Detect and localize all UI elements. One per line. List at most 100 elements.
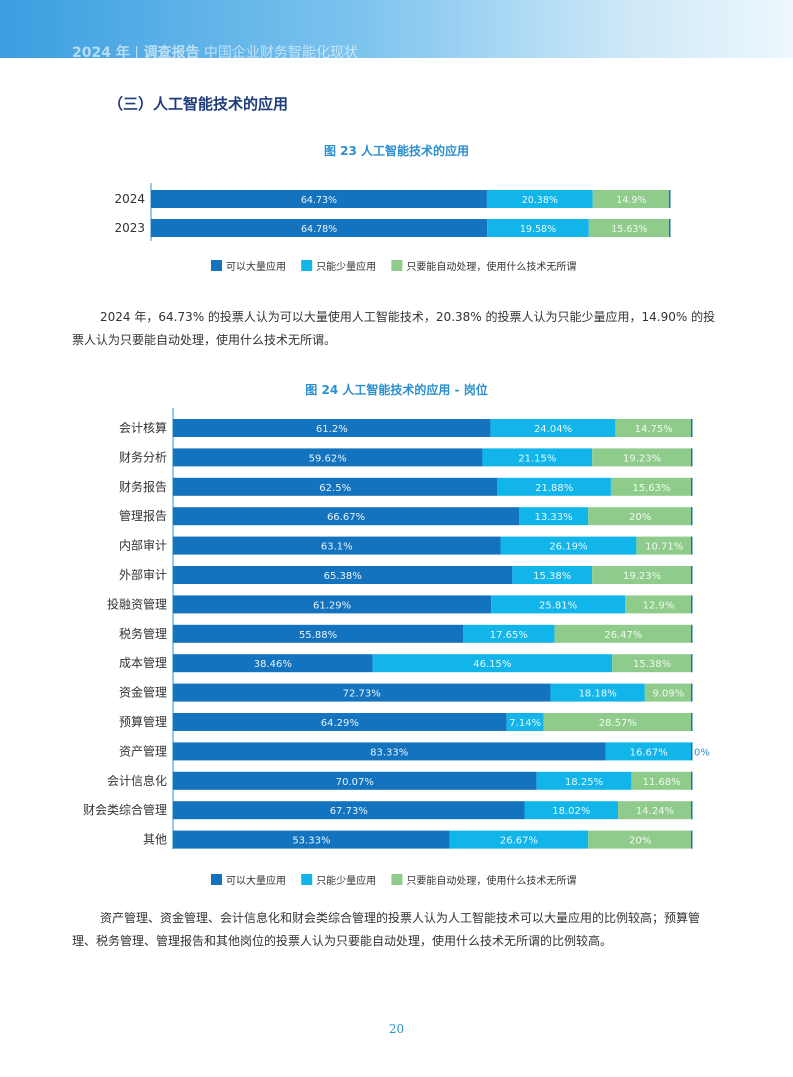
data-label: 16.67%	[630, 747, 668, 758]
bar-segment	[173, 713, 507, 731]
paragraph-2: 资产管理、资金管理、会计信息化和财会类综合管理的投票人认为人工智能技术可以大量应…	[72, 911, 701, 948]
category-label: 财务报告	[119, 479, 167, 494]
data-label: 55.88%	[299, 630, 337, 641]
header-subtitle: 中国企业财务智能化现状	[203, 45, 358, 61]
data-label: 20.38%	[522, 195, 558, 206]
bar-segment	[173, 566, 513, 584]
header-text: 2024 年 | 调查报告 中国企业财务智能化现状	[72, 45, 358, 61]
bar-segment	[173, 742, 606, 761]
data-label: 7.14%	[509, 718, 541, 729]
bar-segment	[524, 801, 619, 820]
bar-segment	[615, 419, 692, 437]
data-label: 25.81%	[539, 600, 577, 611]
data-label: 61.29%	[313, 600, 351, 611]
bar-segment	[173, 683, 551, 702]
bar-end-marker	[691, 595, 693, 614]
page-header: 2024 年 | 调查报告 中国企业财务智能化现状	[0, 0, 793, 61]
bar-segment	[173, 801, 525, 820]
bar-segment	[592, 448, 692, 467]
bar-segment	[491, 595, 626, 614]
header-year: 2024 年	[72, 45, 130, 61]
data-label: 72.73%	[343, 689, 381, 700]
data-label: 64.29%	[321, 718, 359, 729]
legend-label: 只能少量应用	[316, 874, 376, 887]
bar-segment	[543, 713, 692, 731]
legend-label: 只要能自动处理，使用什么技术无所谓	[406, 260, 576, 273]
data-label: 62.5%	[319, 483, 351, 494]
bar-segment	[372, 654, 613, 673]
section-title: （三）人工智能技术的应用	[108, 95, 289, 113]
bar-segment	[588, 830, 692, 849]
data-label: 19.23%	[623, 571, 661, 582]
category-label: 管理报告	[119, 508, 167, 523]
data-label: 63.1%	[321, 542, 353, 553]
bar-segment	[449, 830, 589, 849]
data-label: 20%	[629, 512, 651, 523]
bar-end-marker	[691, 801, 693, 820]
bar-end-marker	[691, 477, 693, 496]
bar-segment	[512, 566, 593, 584]
bar-segment	[588, 507, 692, 526]
bar-segment	[644, 683, 692, 702]
category-label: 投融资管理	[107, 596, 167, 611]
bar-segment	[151, 190, 487, 208]
bar-segment	[490, 419, 616, 437]
data-label: 15.38%	[533, 571, 571, 582]
data-label: 38.46%	[254, 659, 292, 670]
data-label: 13.33%	[535, 512, 573, 523]
legend-label: 可以大量应用	[226, 874, 286, 887]
bar-segment	[592, 190, 671, 208]
data-label: 21.15%	[518, 453, 556, 464]
bar-end-marker	[691, 654, 693, 673]
bar-end-marker	[691, 566, 693, 584]
bar-end-marker	[691, 624, 693, 643]
category-label: 资金管理	[119, 685, 167, 700]
legend-swatch	[211, 260, 222, 271]
legend-label: 只能少量应用	[316, 260, 376, 273]
bar-segment	[482, 448, 593, 467]
bar-end-marker	[691, 771, 693, 790]
category-label: 外部审计	[119, 567, 167, 582]
bar-segment	[536, 771, 632, 790]
bar-segment	[173, 830, 450, 849]
legend-swatch	[391, 260, 403, 271]
legend-label: 只要能自动处理，使用什么技术无所谓	[406, 874, 576, 887]
data-label: 9.09%	[653, 689, 685, 700]
page-number: 20	[388, 1022, 405, 1036]
bar-end-marker	[691, 683, 693, 702]
data-label: 11.68%	[643, 777, 681, 788]
paragraph-1: 2024 年，64.73% 的投票人认为可以大量使用人工智能技术，20.38% …	[72, 310, 716, 347]
data-label: 64.73%	[301, 195, 337, 206]
bar-segment	[610, 477, 693, 496]
bar-segment	[173, 771, 537, 790]
category-label: 财会类综合管理	[83, 802, 167, 817]
category-label: 财务分析	[119, 449, 167, 464]
data-label: 0%	[694, 747, 710, 758]
category-label: 会计核算	[119, 420, 167, 435]
data-label: 64.78%	[301, 224, 337, 235]
data-label: 65.38%	[324, 571, 362, 582]
bar-segment	[173, 477, 498, 496]
bar-end-marker	[691, 742, 693, 761]
header-report: 调查报告	[143, 45, 200, 61]
bar-segment	[612, 654, 692, 673]
legend-swatch	[211, 874, 222, 885]
bar-segment	[173, 654, 373, 673]
data-label: 18.02%	[552, 806, 590, 817]
category-label: 税务管理	[119, 626, 167, 641]
data-label: 26.47%	[604, 630, 642, 641]
data-label: 26.67%	[500, 836, 538, 847]
legend-swatch	[391, 874, 403, 885]
data-label: 26.19%	[549, 542, 587, 553]
data-label: 19.23%	[623, 453, 661, 464]
bar-end-marker	[691, 507, 693, 526]
data-label: 66.67%	[327, 512, 365, 523]
category-label: 会计信息化	[107, 773, 167, 788]
bar-end-marker	[691, 713, 693, 731]
bar-segment	[173, 536, 501, 555]
data-label: 70.07%	[336, 777, 374, 788]
data-label: 14.75%	[635, 424, 673, 435]
category-label: 资产管理	[119, 743, 167, 758]
data-label: 14.9%	[616, 195, 646, 206]
bar-segment	[463, 624, 555, 643]
